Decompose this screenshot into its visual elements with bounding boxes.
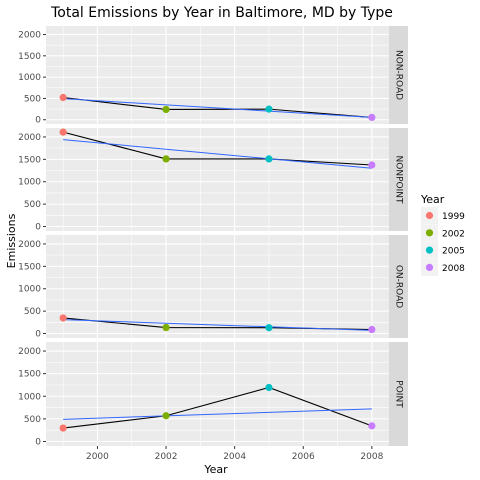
- y-tick-label: 1500: [18, 370, 41, 380]
- legend-marker: [425, 211, 434, 220]
- data-point: [265, 105, 273, 113]
- facet-panels: 0 500 1000 1500 2000 NON-ROAD 0 500 1000 1500 2000…: [18, 26, 408, 447]
- facet-strip: [389, 235, 408, 338]
- y-tick-label: 500: [24, 94, 41, 104]
- y-tick-label: 2000: [18, 240, 41, 250]
- legend-marker: [425, 246, 434, 254]
- facet-panel: 0 500 1000 1500 2000 ON-ROAD: [18, 235, 408, 340]
- y-tick-label: 1500: [18, 262, 41, 272]
- chart-title: Total Emissions by Year in Baltimore, MD…: [50, 5, 393, 21]
- y-tick-label: 500: [24, 200, 41, 210]
- data-point: [162, 323, 170, 332]
- facet-strip-label: POINT: [394, 380, 404, 408]
- y-tick-label: 1000: [18, 73, 41, 83]
- facet-strip-label: NONPOINT: [394, 156, 404, 204]
- data-point: [59, 424, 67, 432]
- legend-label: 2002: [442, 229, 465, 239]
- legend: Year 1999 2002 2005 2008: [420, 193, 465, 276]
- y-tick-label: 1000: [18, 392, 41, 402]
- data-point: [265, 383, 273, 392]
- data-point: [59, 314, 67, 322]
- data-point: [162, 105, 170, 114]
- panel-background: [46, 342, 389, 446]
- y-tick-label: 0: [35, 223, 41, 233]
- x-tick-label: 2002: [155, 452, 178, 462]
- data-point: [162, 412, 170, 420]
- panel-background: [46, 128, 389, 231]
- data-point: [59, 93, 67, 102]
- facet-panel: 0 500 1000 1500 2000 POINT: [18, 342, 408, 447]
- data-point: [368, 113, 376, 121]
- x-tick-label: 2004: [223, 452, 246, 462]
- data-point: [368, 161, 376, 169]
- trend-line: [63, 139, 372, 169]
- data-point: [59, 128, 67, 136]
- legend-label: 1999: [442, 212, 465, 222]
- data-point: [162, 155, 170, 163]
- legend-marker: [425, 263, 434, 271]
- series-line: [63, 96, 372, 118]
- x-tick-label: 2006: [292, 452, 315, 462]
- series-line: [63, 386, 373, 429]
- y-tick-label: 0: [35, 437, 41, 447]
- y-tick-label: 500: [24, 415, 41, 425]
- facet-strip-label: ON-ROAD: [394, 265, 404, 308]
- legend-label: 2005: [442, 247, 465, 257]
- legend-label: 2008: [442, 264, 465, 274]
- x-tick-label: 2000: [86, 452, 109, 462]
- y-tick-label: 0: [35, 116, 41, 126]
- y-tick-label: 2000: [18, 133, 41, 143]
- facet-strip: [389, 26, 408, 124]
- y-tick-label: 2000: [18, 31, 41, 41]
- y-tick-label: 1000: [18, 178, 41, 188]
- facet-panel: 0 500 1000 1500 2000 NONPOINT: [18, 128, 408, 233]
- legend-marker: [425, 229, 434, 237]
- trend-line: [63, 408, 372, 420]
- facet-strip-label: NON-ROAD: [394, 50, 404, 100]
- facet-strip: [389, 342, 408, 446]
- legend-title: Year: [420, 193, 445, 206]
- y-axis-title: Emissions: [5, 213, 18, 268]
- y-tick-label: 1000: [18, 285, 41, 295]
- trend-line: [63, 319, 372, 331]
- y-tick-label: 1500: [18, 155, 41, 165]
- x-axis: 2000 2002 2004 2006 2008: [86, 446, 384, 462]
- y-tick-label: 1500: [18, 52, 41, 62]
- facet-strip: [389, 128, 408, 231]
- x-axis-title: Year: [203, 463, 228, 476]
- data-point: [265, 155, 273, 163]
- y-tick-label: 0: [35, 330, 41, 340]
- x-tick-label: 2008: [360, 452, 383, 462]
- trend-line: [63, 98, 372, 118]
- series-line: [63, 131, 372, 166]
- y-tick-label: 2000: [18, 347, 41, 357]
- data-point: [368, 325, 376, 334]
- data-point: [265, 324, 273, 332]
- y-tick-label: 500: [24, 307, 41, 317]
- data-point: [368, 422, 376, 430]
- facet-panel: 0 500 1000 1500 2000 NON-ROAD: [18, 26, 408, 126]
